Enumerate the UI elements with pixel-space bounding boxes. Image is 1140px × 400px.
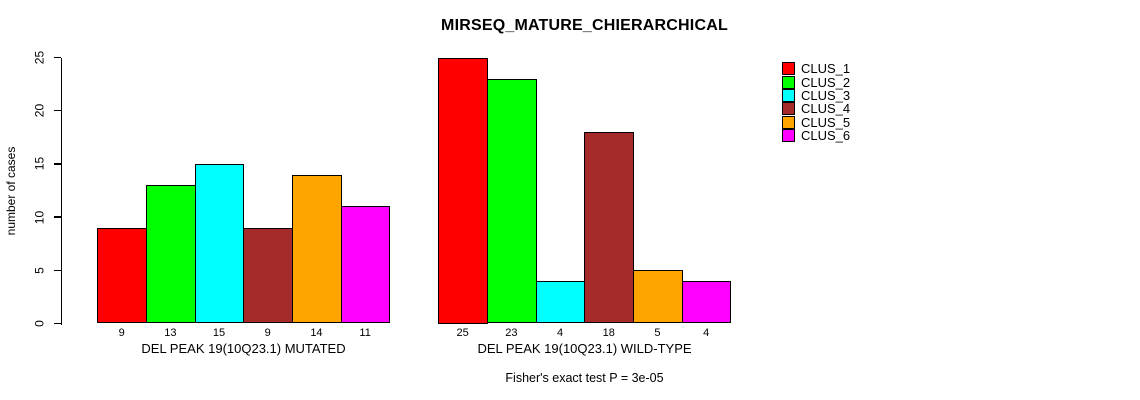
legend-item: CLUS_6 bbox=[782, 128, 851, 144]
legend-swatch-clus-5 bbox=[782, 115, 795, 129]
bar-CLUS_1-group1 bbox=[438, 57, 488, 324]
x-group-label-mutated: DEL PEAK 19(10Q23.1) MUTATED bbox=[141, 341, 346, 356]
legend: CLUS_1 CLUS_2 CLUS_3 CLUS_4 CLUS_5 CLUS_… bbox=[782, 61, 851, 144]
bar-value-label: 9 bbox=[118, 327, 125, 339]
bar-CLUS_3-group0 bbox=[194, 163, 245, 324]
y-axis-tick-label: 10 bbox=[32, 210, 47, 224]
bar-value-label: 9 bbox=[264, 327, 271, 339]
bar-CLUS_4-group0 bbox=[243, 227, 294, 324]
bar-value-label: 4 bbox=[703, 327, 710, 339]
y-axis-label: number of cases bbox=[4, 146, 18, 236]
bar-value-label: 25 bbox=[456, 327, 469, 339]
legend-item: CLUS_4 bbox=[782, 101, 851, 117]
bar-value-label: 13 bbox=[164, 327, 177, 339]
legend-swatch-clus-3 bbox=[782, 88, 795, 102]
x-group-label-wildtype: DEL PEAK 19(10Q23.1) WILD-TYPE bbox=[477, 341, 692, 356]
y-axis-tick-label: 15 bbox=[32, 157, 47, 171]
legend-label: CLUS_4 bbox=[801, 101, 851, 117]
bar-CLUS_6-group0 bbox=[340, 206, 391, 324]
y-axis-tick bbox=[53, 56, 61, 59]
y-axis-tick-label: 5 bbox=[32, 266, 47, 274]
y-axis-tick-label: 25 bbox=[32, 50, 47, 65]
legend-item: CLUS_3 bbox=[782, 87, 851, 103]
legend-swatch-clus-2 bbox=[782, 75, 795, 89]
legend-swatch-clus-6 bbox=[782, 129, 795, 143]
y-axis-tick bbox=[53, 322, 61, 325]
legend-item: CLUS_5 bbox=[782, 114, 851, 130]
bar-CLUS_4-group1 bbox=[584, 131, 635, 324]
legend-swatch-clus-1 bbox=[782, 62, 795, 76]
y-axis-tick bbox=[53, 269, 61, 272]
bar-CLUS_6-group1 bbox=[681, 280, 732, 324]
bar-value-label: 15 bbox=[212, 327, 226, 339]
legend-item: CLUS_1 bbox=[782, 61, 851, 77]
bar-CLUS_3-group1 bbox=[535, 280, 586, 324]
fisher-test-annotation: Fisher's exact test P = 3e-05 bbox=[505, 371, 664, 385]
chart-title: MIRSEQ_MATURE_CHIERARCHICAL bbox=[441, 17, 728, 34]
y-axis-tick bbox=[53, 216, 61, 218]
y-axis-tick-label: 0 bbox=[32, 320, 47, 327]
bar-CLUS_1-group0 bbox=[97, 227, 147, 324]
legend-swatch-clus-4 bbox=[782, 102, 795, 116]
bar-value-label: 14 bbox=[310, 327, 323, 339]
bar-CLUS_2-group1 bbox=[487, 78, 537, 324]
bar-value-label: 23 bbox=[505, 327, 518, 339]
bar-CLUS_2-group0 bbox=[146, 185, 196, 324]
legend-label: CLUS_2 bbox=[801, 74, 851, 90]
y-axis-line bbox=[60, 57, 62, 325]
y-axis-tick bbox=[53, 163, 61, 165]
bar-CLUS_5-group1 bbox=[633, 270, 683, 324]
bar-value-label: 11 bbox=[359, 327, 371, 339]
bar-value-label: 5 bbox=[654, 327, 661, 339]
legend-item: CLUS_2 bbox=[782, 74, 851, 90]
y-axis-tick-label: 20 bbox=[32, 104, 47, 118]
legend-label: CLUS_3 bbox=[801, 87, 851, 103]
bar-value-label: 18 bbox=[602, 327, 615, 339]
y-axis-tick bbox=[53, 109, 61, 112]
bar-CLUS_5-group0 bbox=[292, 174, 342, 324]
legend-label: CLUS_5 bbox=[801, 114, 851, 130]
legend-label: CLUS_1 bbox=[801, 61, 851, 77]
legend-label: CLUS_6 bbox=[801, 128, 851, 144]
bar-value-label: 4 bbox=[556, 327, 564, 339]
